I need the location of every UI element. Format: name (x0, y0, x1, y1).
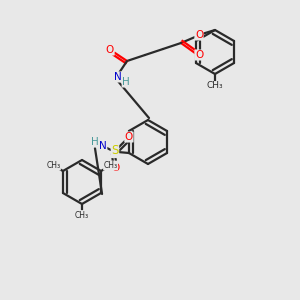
Text: CH₃: CH₃ (207, 82, 223, 91)
Text: O: O (195, 50, 203, 60)
Text: H: H (122, 77, 130, 87)
Text: O: O (112, 163, 120, 173)
Text: CH₃: CH₃ (46, 161, 61, 170)
Text: H: H (91, 137, 99, 147)
Text: N: N (99, 141, 107, 151)
Text: N: N (114, 72, 122, 82)
Text: O: O (195, 30, 203, 40)
Text: CH₃: CH₃ (75, 211, 89, 220)
Text: CH₃: CH₃ (103, 161, 118, 170)
Text: O: O (106, 45, 114, 55)
Text: S: S (111, 145, 118, 158)
Text: O: O (125, 132, 133, 142)
